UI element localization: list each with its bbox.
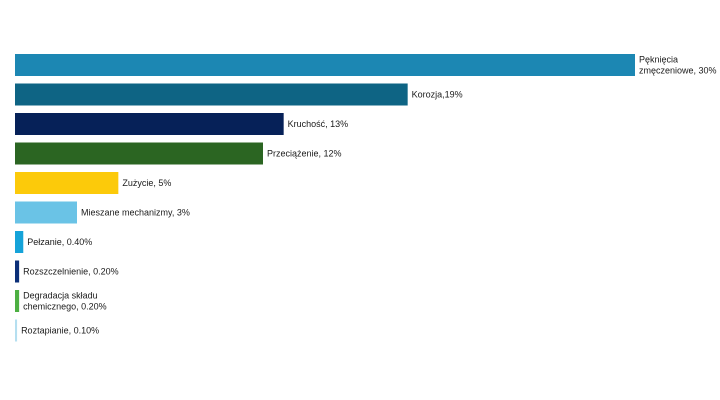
bar-label-7: Rozszczelnienie, 0.20% <box>23 267 119 277</box>
bar-0 <box>15 54 635 76</box>
bar-label-5: Mieszane mechanizmy, 3% <box>81 208 190 218</box>
bar-label-0: Pęknięcia zmęczeniowe, 30% <box>639 55 717 76</box>
bar-2 <box>15 113 284 135</box>
bar-6 <box>15 231 24 253</box>
bar-label-4: Zużycie, 5% <box>122 178 171 188</box>
bar-label-8: Degradacja składu chemicznego, 0.20% <box>23 291 107 312</box>
bar-label-9: Roztapianie, 0.10% <box>21 326 99 336</box>
bar-1 <box>15 83 408 106</box>
bar-5 <box>15 201 77 224</box>
bar-label-6: Pełzanie, 0.40% <box>27 237 92 247</box>
bar-4 <box>15 172 119 194</box>
bar-label-3: Przeciążenie, 12% <box>267 149 342 159</box>
bar-8 <box>15 290 20 312</box>
bar-label-2: Kruchość, 13% <box>288 119 349 129</box>
bar-7 <box>15 260 20 283</box>
bar-9 <box>15 319 18 342</box>
bar-label-1: Korozja,19% <box>412 90 463 100</box>
bar-3 <box>15 142 263 165</box>
